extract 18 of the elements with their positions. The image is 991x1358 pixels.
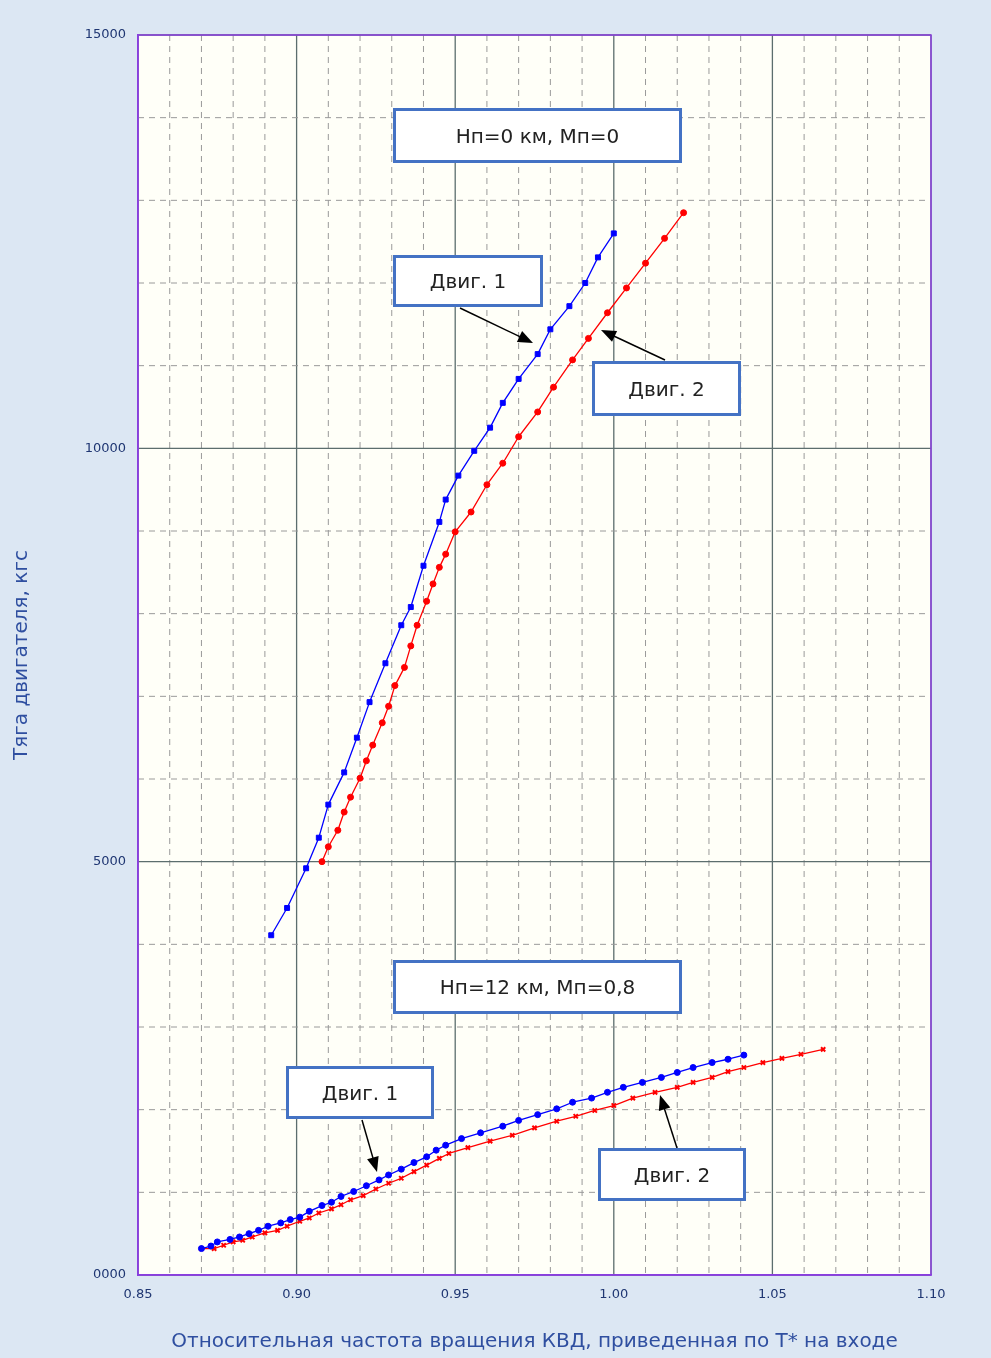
y-tick-label: 10000 bbox=[84, 439, 126, 455]
x-tick-label: 1.00 bbox=[599, 1286, 629, 1302]
x-tick-label: 0.90 bbox=[282, 1286, 312, 1302]
y-axis-title: Тяга двигателя, кгс bbox=[8, 550, 33, 761]
note-box: Двиг. 1 bbox=[393, 255, 543, 307]
y-tick-label: 5000 bbox=[92, 853, 126, 869]
y-tick-label: 0000 bbox=[92, 1266, 126, 1282]
y-tick-label: 15000 bbox=[84, 26, 126, 42]
x-tick-label: 0.85 bbox=[123, 1286, 153, 1302]
x-tick-label: 1.10 bbox=[916, 1286, 946, 1302]
note-box: Нп=0 км, Мп=0 bbox=[393, 108, 682, 163]
note-box: Двиг. 2 bbox=[592, 361, 741, 416]
x-tick-label: 1.05 bbox=[757, 1286, 787, 1302]
x-tick-label: 0.95 bbox=[440, 1286, 470, 1302]
note-box: Нп=12 км, Мп=0,8 bbox=[393, 960, 682, 1014]
x-axis-title: Относительная частота вращения КВД, приведенная по T* на входе bbox=[171, 1328, 898, 1353]
note-box: Двиг. 2 bbox=[598, 1148, 746, 1201]
note-box: Двиг. 1 bbox=[286, 1066, 434, 1119]
